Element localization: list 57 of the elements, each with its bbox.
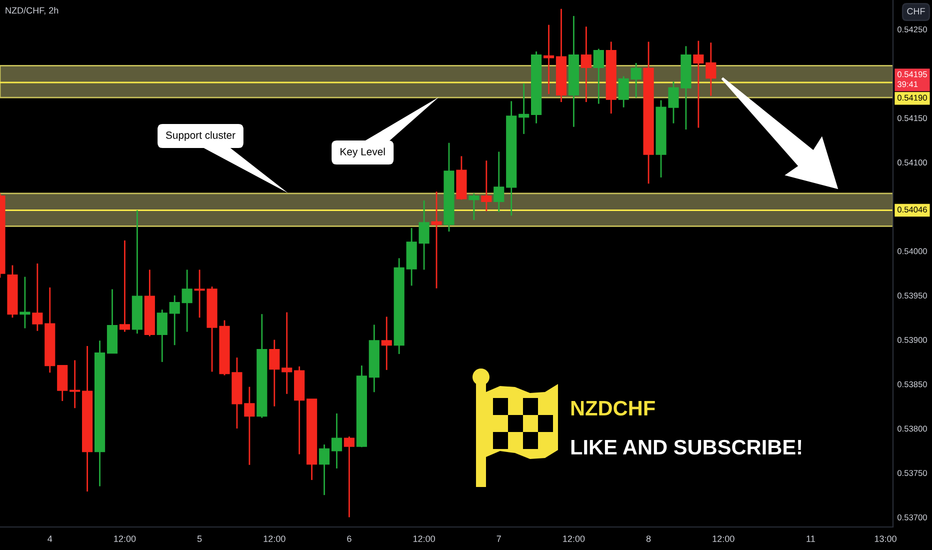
candlestick — [331, 412, 342, 470]
x-tick-label: 11 — [806, 536, 815, 542]
x-tick-label: 7 — [496, 536, 501, 542]
candlestick — [20, 276, 30, 329]
y-tick-label: 0.54100 — [897, 160, 927, 166]
y-tick-label: 0.54150 — [897, 115, 927, 122]
candlestick — [693, 40, 704, 128]
y-tick-label: 0.53750 — [897, 470, 927, 476]
text: NZD/CHF, 2h — [6, 7, 58, 15]
candlestick — [418, 200, 430, 270]
x-tick-label: 12:00 — [114, 536, 136, 542]
candlestick — [481, 160, 492, 212]
candlestick — [618, 76, 629, 108]
candlestick — [494, 151, 504, 213]
y-tick-label: 0.54000 — [897, 248, 927, 254]
candlestick — [344, 436, 355, 518]
annotation: 0.54195 39:41 — [897, 71, 927, 88]
x-tick-label: 6 — [347, 536, 352, 542]
candlestick — [431, 190, 442, 290]
x-tick-label: 12:00 — [413, 536, 435, 542]
y-tick-label: 0.53900 — [897, 337, 927, 343]
x-tick-label: 8 — [646, 536, 651, 542]
candlestick — [169, 294, 180, 346]
annotation: Support cluster — [166, 131, 236, 141]
ref-line-label: 0.54190 — [897, 94, 927, 101]
candlestick — [119, 240, 130, 333]
candlestick — [580, 26, 592, 103]
candlestick — [706, 42, 716, 97]
x-tick-label: 12:00 — [712, 536, 734, 542]
candlestick — [468, 192, 480, 221]
y-tick-label: 0.53950 — [897, 292, 927, 299]
annotation: LIKE AND SUBSCRIBE! — [571, 440, 802, 455]
y-axis-title: CHF — [907, 8, 925, 14]
y-tick-label: 0.54250 — [897, 26, 927, 32]
x-tick-label: 12:00 — [563, 536, 585, 542]
candlestick — [593, 48, 604, 104]
x-tick-label: 12:00 — [264, 536, 286, 542]
annotation: Key Level — [340, 148, 385, 158]
y-tick-label: 0.53800 — [897, 426, 927, 432]
x-tick-label: 5 — [197, 536, 202, 542]
candlestick — [269, 339, 280, 408]
candlestick — [630, 62, 642, 98]
candlestick — [70, 360, 80, 409]
x-tick-label: 13:00 — [874, 536, 896, 542]
candlestick — [543, 24, 554, 95]
ref-line-label: 0.54046 — [897, 206, 927, 213]
candlestick — [518, 82, 530, 135]
x-tick-label: 4 — [48, 536, 52, 542]
candlestick — [182, 269, 192, 333]
candlestick — [318, 444, 330, 496]
annotation: NZDCHF — [571, 400, 655, 416]
candlestick — [32, 262, 43, 332]
candlestick — [381, 316, 392, 371]
y-tick-label: 0.53700 — [897, 514, 927, 520]
candlestick — [156, 308, 168, 363]
y-tick-label: 0.53850 — [897, 381, 927, 388]
candlestick — [282, 312, 292, 395]
